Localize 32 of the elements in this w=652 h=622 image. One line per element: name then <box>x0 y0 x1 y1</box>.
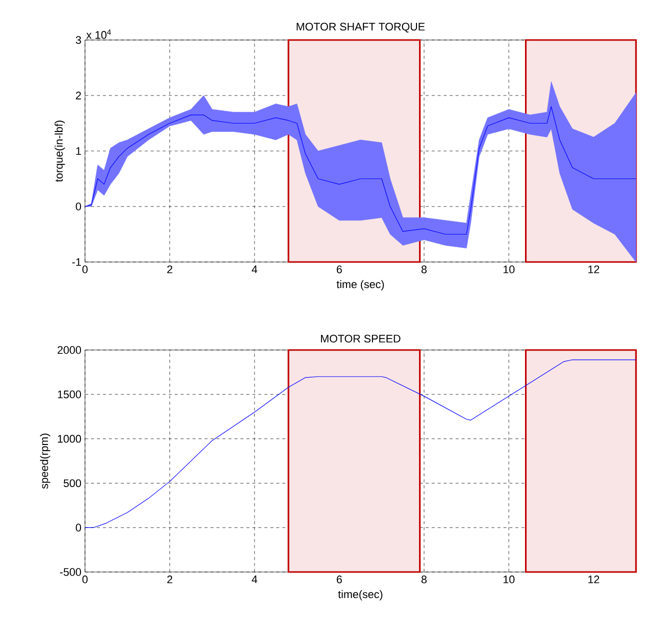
y-tick-label: -500 <box>60 568 82 576</box>
y-axis-title: speed(rpm) <box>40 434 50 489</box>
x-axis-title: time (sec) <box>336 280 384 290</box>
y-tick-label: 1500 <box>58 390 82 398</box>
y-tick-label: 0 <box>76 202 82 210</box>
x-tick-label: 6 <box>336 576 342 584</box>
y-tick-label: 2000 <box>58 346 82 354</box>
x-tick-label: 0 <box>82 576 88 584</box>
x-tick-label: 4 <box>252 576 258 584</box>
x-tick-label: 6 <box>336 266 342 274</box>
y-tick-label: 500 <box>64 479 82 488</box>
x-tick-label: 10 <box>504 576 515 584</box>
y-tick-label: 0 <box>76 524 82 532</box>
y-axis-title: torque(in-lbf) <box>54 120 65 182</box>
x-tick-label: 4 <box>252 266 258 274</box>
y-tick-label: 1000 <box>58 434 82 443</box>
x-tick-label: 8 <box>422 266 427 274</box>
y-tick-label: 2 <box>76 92 81 100</box>
chart-title: MOTOR SPEED <box>321 334 400 342</box>
y-tick-label: -1 <box>72 258 81 266</box>
x-tick-label: 8 <box>422 576 427 584</box>
y-tick-label: 1 <box>76 147 81 155</box>
x-tick-label: 12 <box>588 266 600 274</box>
chart-title: MOTOR SHAFT TORQUE <box>296 22 425 32</box>
y-tick-label: 3 <box>76 36 81 44</box>
x-tick-label: 10 <box>504 266 515 274</box>
x-axis-title: time(sec) <box>338 590 382 600</box>
x-tick-label: 2 <box>167 576 172 584</box>
x-tick-label: 0 <box>82 266 88 274</box>
x-tick-label: 12 <box>588 576 600 584</box>
x-tick-label: 2 <box>167 266 172 274</box>
text: x 10$^{4}$ <box>86 29 111 39</box>
